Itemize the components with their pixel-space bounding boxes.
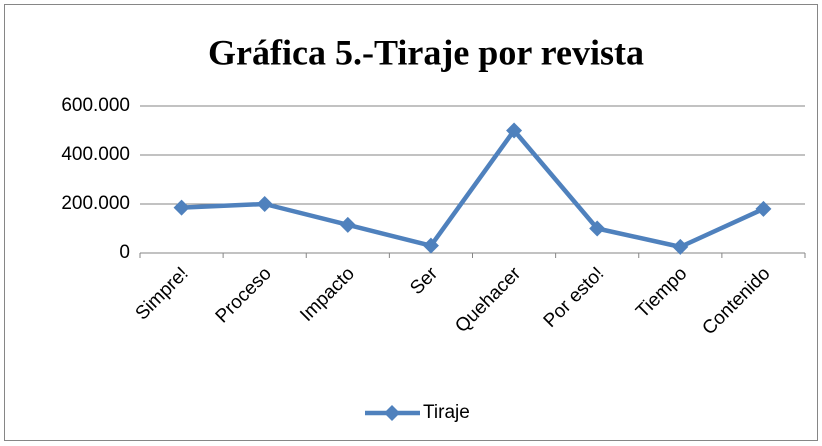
chart-title: Gráfica 5.-Tiraje por revista: [208, 32, 644, 72]
series-line: [181, 128, 765, 250]
chart-border: [4, 4, 818, 441]
y-tick-label: 400.000: [61, 144, 130, 165]
y-tick-label: 600.000: [61, 95, 130, 116]
marker: [173, 199, 190, 216]
y-tick-label: 200.000: [61, 193, 130, 214]
legend-marker: [384, 405, 400, 421]
marker: [755, 200, 772, 217]
marker: [506, 122, 523, 139]
marker: [339, 216, 356, 233]
y-tick-label: 0: [119, 242, 130, 263]
marker: [589, 220, 606, 237]
legend-label: Tiraje: [423, 402, 470, 423]
marker: [672, 238, 689, 255]
marker: [422, 237, 439, 254]
marker: [256, 196, 273, 212]
